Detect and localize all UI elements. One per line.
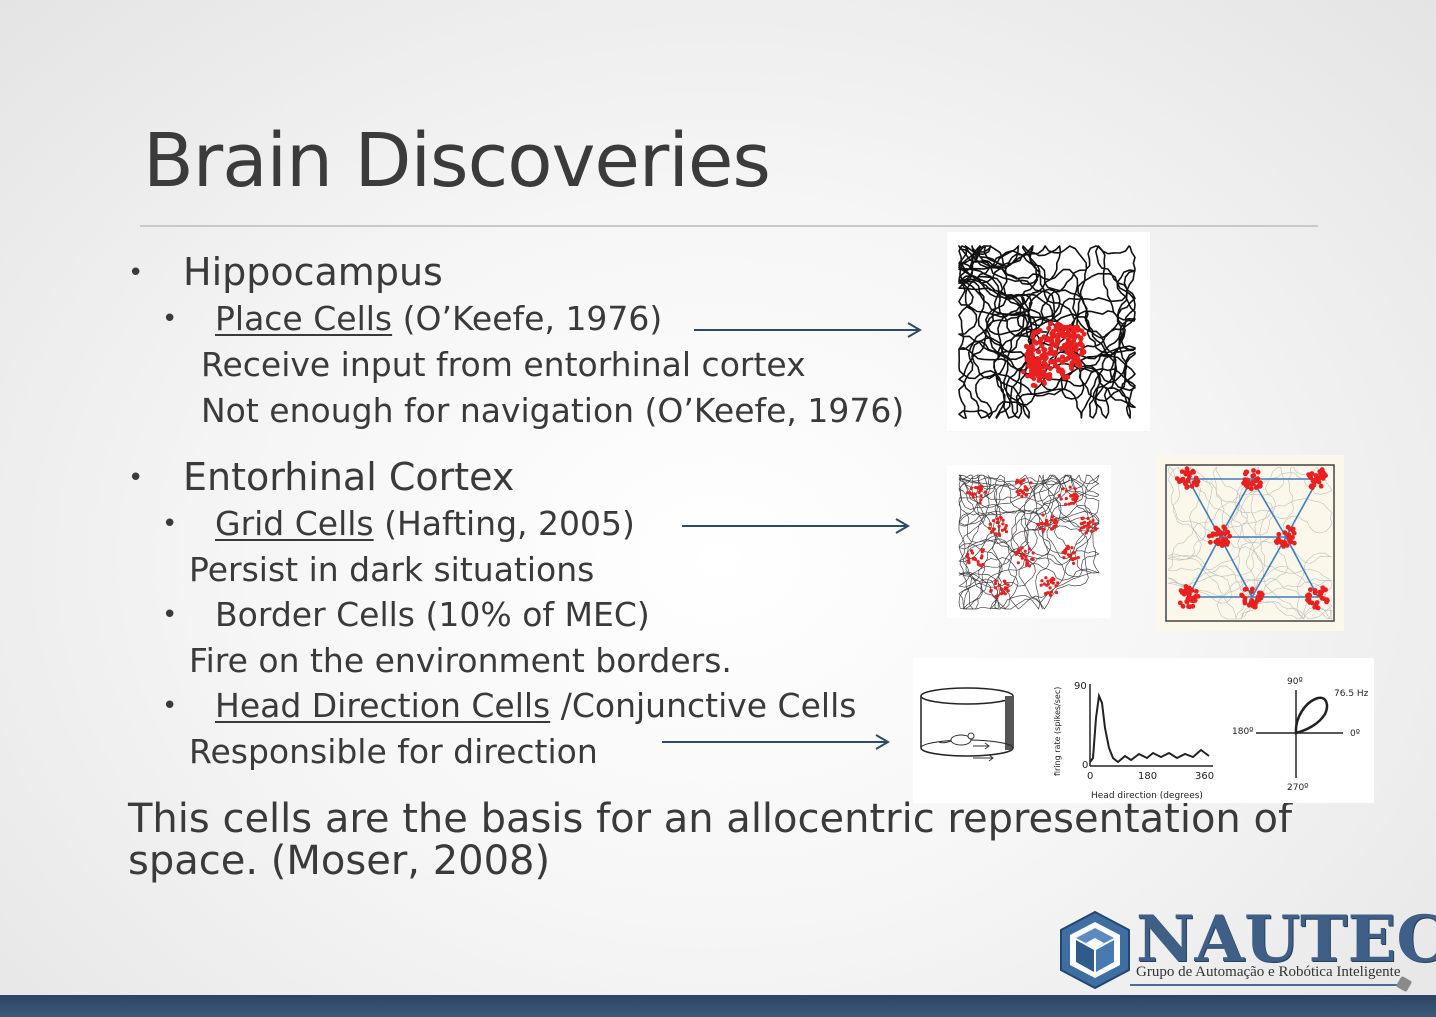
grid-cells-link: Grid Cells	[215, 504, 374, 543]
bullet-grid-cells: •	[162, 509, 178, 539]
logo-subtitle: Grupo de Automação e Robótica Inteligent…	[1136, 964, 1401, 980]
hd-cells-link: Head Direction Cells	[215, 686, 551, 725]
place-cells-link: Place Cells	[215, 299, 393, 338]
arrow-place-cells	[694, 322, 922, 338]
summary-line-2: space. (Moser, 2008)	[128, 838, 551, 884]
figure-place-cells	[947, 232, 1150, 431]
x-axis-label: Head direction (degrees)	[1091, 791, 1203, 801]
figure-head-direction: firing rate (spikes/sec) 90 0 0 180 360 …	[913, 658, 1374, 803]
polar-label-270: 270º	[1287, 783, 1308, 793]
head-direction-figure: firing rate (spikes/sec) 90 0 0 180 360 …	[920, 677, 1369, 801]
x-tick-360: 360	[1195, 771, 1214, 782]
nautec-logo: NAUTEC Grupo de Automação e Robótica Int…	[1058, 902, 1436, 996]
polar-label-180: 180º	[1232, 727, 1253, 737]
hd-cells-detail: Responsible for direction	[189, 732, 598, 771]
place-cells-citation: (O’Keefe, 1976)	[392, 299, 663, 338]
bullet-place-cells: •	[162, 304, 178, 334]
bullet-border-cells: •	[162, 600, 178, 630]
grid-cells-citation: (Hafting, 2005)	[373, 504, 635, 543]
cylinder-arena-icon	[920, 687, 1014, 762]
polar-rate-label: 76.5 Hz	[1334, 689, 1369, 699]
y-max-tick: 90	[1074, 681, 1087, 692]
x-tick-180: 180	[1138, 771, 1157, 782]
item-hd-cells: Head Direction Cells /Conjunctive Cells	[215, 686, 856, 725]
place-cells-detail-2: Not enough for navigation (O’Keefe, 1976…	[201, 391, 905, 430]
hd-cells-rest: /Conjunctive Cells	[550, 686, 857, 725]
bullet-hippocampus: •	[128, 258, 144, 288]
figure-grid-cells-trajectory	[947, 465, 1111, 618]
border-cells-detail: Fire on the environment borders.	[189, 641, 732, 680]
figure-grid-cells-hexagon	[1156, 455, 1344, 631]
item-border-cells: Border Cells (10% of MEC)	[215, 595, 650, 634]
heading-entorhinal: Entorhinal Cortex	[183, 455, 515, 499]
polar-label-90: 90º	[1287, 677, 1303, 687]
bullet-hd-cells: •	[162, 691, 178, 721]
arrow-hd-cells	[662, 734, 890, 750]
tuning-curve-plot: firing rate (spikes/sec) 90 0 0 180 360 …	[1053, 681, 1214, 801]
bottom-bar	[0, 995, 1436, 1017]
place-cell-trajectory-image	[958, 245, 1136, 419]
bullet-entorhinal: •	[128, 463, 144, 493]
y-axis-label: firing rate (spikes/sec)	[1053, 687, 1062, 776]
y-min-tick: 0	[1082, 760, 1088, 771]
polar-label-0: 0º	[1350, 729, 1360, 739]
logo-underline	[1130, 984, 1402, 986]
item-place-cells: Place Cells (O’Keefe, 1976)	[215, 299, 662, 338]
arrow-grid-cells	[682, 518, 910, 534]
grid-cell-hexagon-image	[1165, 464, 1335, 622]
item-grid-cells: Grid Cells (Hafting, 2005)	[215, 504, 635, 543]
nautec-cube-icon	[1060, 910, 1130, 990]
grid-cells-detail: Persist in dark situations	[189, 550, 595, 589]
polar-plot: 90º 180º 0º 270º 76.5 Hz	[1232, 677, 1369, 793]
summary-text: This cells are the basis for an allocent…	[128, 798, 1292, 882]
title-divider	[140, 225, 1318, 227]
heading-hippocampus: Hippocampus	[183, 250, 443, 294]
place-cells-detail-1: Receive input from entorhinal cortex	[201, 345, 806, 384]
slide-title: Brain Discoveries	[143, 118, 771, 204]
x-tick-0: 0	[1087, 771, 1093, 782]
logo-name: NAUTEC	[1136, 902, 1436, 977]
summary-line-1: This cells are the basis for an allocent…	[128, 796, 1293, 842]
grid-cell-trajectory-image	[958, 474, 1100, 610]
